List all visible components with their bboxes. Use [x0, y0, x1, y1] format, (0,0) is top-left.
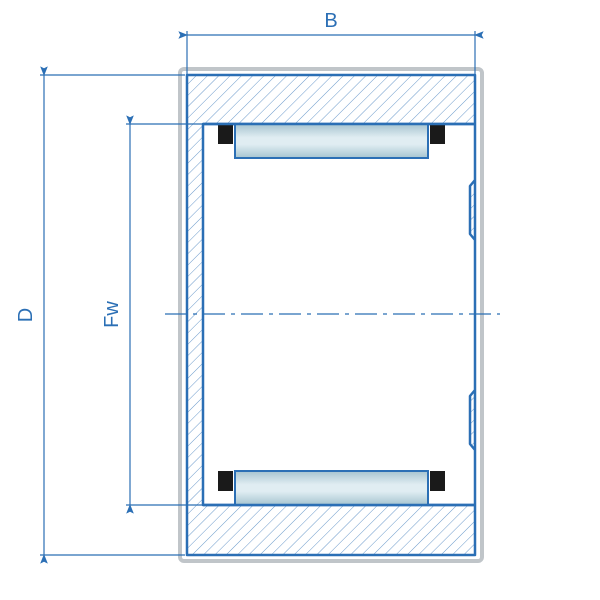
cage-block: [430, 124, 445, 144]
roller: [235, 124, 428, 158]
cage-block: [218, 471, 233, 491]
bearing-cross-section-diagram: B D Fw: [0, 0, 600, 600]
cage-block: [218, 124, 233, 144]
cage-block: [430, 471, 445, 491]
dimension-label: B: [324, 10, 337, 32]
dimension-label: Fw: [101, 301, 123, 328]
roller: [235, 471, 428, 505]
dimension-label: D: [15, 308, 37, 322]
